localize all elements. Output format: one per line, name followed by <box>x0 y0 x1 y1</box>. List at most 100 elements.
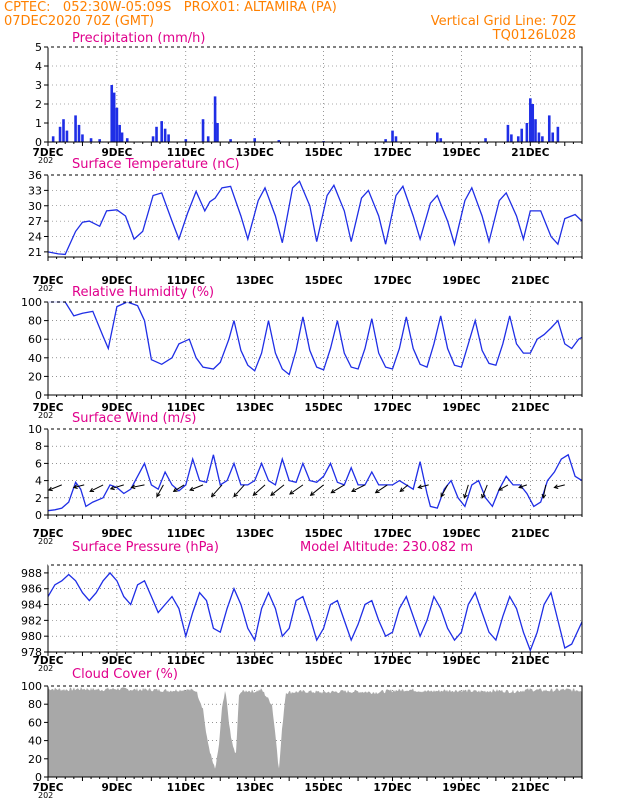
cloud-ytick-label: 80 <box>28 698 42 711</box>
wind-arrow-shaft <box>156 484 164 497</box>
rh-ytick-label: 100 <box>21 296 42 309</box>
cloud-xtick-year: 202 <box>38 791 53 800</box>
press-series-line <box>47 571 583 653</box>
temp-xtick-label: 21DEC <box>511 275 550 287</box>
precip-bar <box>541 136 544 142</box>
press-frame <box>47 564 583 653</box>
rh-series-line <box>48 301 583 376</box>
wind-arrow-shaft <box>270 484 285 496</box>
cloud-xtick-label: 13DEC <box>236 782 275 794</box>
precip-xtick-label: 7DEC <box>33 147 64 159</box>
precip-bar <box>484 138 487 142</box>
wind-ytick-label: 6 <box>35 457 42 470</box>
wind-arrow-head <box>541 493 547 499</box>
rh-ytick-label: 80 <box>28 315 42 328</box>
precip-bar <box>110 85 114 142</box>
rh-xtick-label: 19DEC <box>442 402 481 414</box>
temp-ytick-label: 36 <box>28 169 42 182</box>
precip-bar <box>184 139 188 142</box>
cloud-ytick-label: 20 <box>28 753 42 766</box>
precip-bar <box>556 126 560 142</box>
wind-frame <box>47 428 583 516</box>
header-date-label: 07DEC2020 70Z (GMT) <box>4 14 155 29</box>
wind-series-line <box>47 453 583 512</box>
wind-arrow-head <box>553 484 559 489</box>
wind-arrow-shaft <box>331 484 345 494</box>
wind-arrow-shaft <box>189 484 204 491</box>
temp-ytick-label: 33 <box>28 184 42 197</box>
wind-arrow-shaft <box>399 484 409 492</box>
wind-arrow-head <box>518 484 524 489</box>
wind-xtick-label: 15DEC <box>305 528 344 540</box>
cloud-xtick-label: 19DEC <box>442 782 481 794</box>
wind-arrow-head <box>72 484 78 489</box>
wind-arrow-shaft <box>351 484 366 492</box>
precip-bar <box>112 92 116 142</box>
header-line-1: CPTEC: 052:30W-05:09S PROX01: ALTAMIRA (… <box>4 0 337 15</box>
press-title: Surface Pressure (hPa) <box>72 540 219 555</box>
precip-bar <box>163 128 167 142</box>
wind-xtick-label: 7DEC <box>33 528 64 540</box>
wind-arrow-head <box>233 492 238 498</box>
wind-xtick-label: 17DEC <box>373 528 412 540</box>
temp-xtick-label: 11DEC <box>167 275 206 287</box>
cloud-xtick-label: 7DEC <box>33 782 64 794</box>
precip-xtick-label: 13DEC <box>236 147 275 159</box>
temp-xtick-year: 202 <box>38 284 53 293</box>
precip-ytick-label: 0 <box>35 136 42 149</box>
wind-title: Surface Wind (m/s) <box>72 411 196 426</box>
wind-arrow-shaft <box>233 484 245 497</box>
precip-bar <box>529 98 532 142</box>
temp-ytick-label: 27 <box>28 215 42 228</box>
press-xtick-label: 15DEC <box>305 655 344 667</box>
wind-xtick-year: 202 <box>38 537 53 546</box>
precip-ytick-label: 4 <box>35 60 42 73</box>
header-model-id: TQ0126L028 <box>492 28 576 43</box>
precip-bar <box>534 119 537 142</box>
wind-ytick-label: 10 <box>28 423 42 436</box>
precip-bar <box>51 136 55 142</box>
precip-bar <box>439 138 443 142</box>
precip-bar <box>229 139 232 142</box>
precip-bar <box>525 123 529 142</box>
precip-bar <box>206 136 210 142</box>
rh-xtick-label: 21DEC <box>511 402 550 414</box>
wind-arrow-shaft <box>418 484 429 488</box>
precip-bar <box>74 115 77 142</box>
rh-xtick-label: 7DEC <box>33 402 64 414</box>
press-xtick-label: 21DEC <box>511 655 550 667</box>
precip-bar <box>547 115 551 142</box>
rh-xtick-label: 11DEC <box>167 402 206 414</box>
precip-bar <box>277 140 281 142</box>
press-xtick-year: 202 <box>38 664 53 673</box>
wind-arrow-shaft <box>89 484 104 492</box>
temp-ytick-label: 24 <box>28 231 42 244</box>
press-ytick-label: 988 <box>21 567 42 580</box>
wind-arrow-head <box>172 487 178 492</box>
precip-bar <box>118 124 121 142</box>
cloud-title: Cloud Cover (%) <box>72 667 178 682</box>
cloud-xtick-label: 21DEC <box>511 782 550 794</box>
precip-ytick-label: 3 <box>35 79 42 92</box>
wind-arrow-shaft <box>481 484 488 499</box>
wind-xtick-label: 11DEC <box>167 528 206 540</box>
cloud-ytick-label: 60 <box>28 716 42 729</box>
header-grid-note: Vertical Grid Line: 70Z <box>430 14 576 29</box>
precip-bar <box>253 138 257 142</box>
precip-xtick-label: 17DEC <box>373 147 412 159</box>
precip-bar <box>391 130 394 142</box>
rh-xtick-label: 13DEC <box>236 402 275 414</box>
wind-arrow-shaft <box>498 484 509 491</box>
press-ytick-label: 984 <box>21 599 42 612</box>
precip-bar <box>384 139 387 142</box>
precip-bar <box>58 126 62 142</box>
temp-xtick-label: 15DEC <box>305 275 344 287</box>
wind-arrow-head <box>210 492 216 498</box>
temp-xtick-label: 9DEC <box>101 275 132 287</box>
press-xtick-label: 9DEC <box>101 655 132 667</box>
precip-bar <box>531 104 535 142</box>
temp-xtick-label: 17DEC <box>373 275 412 287</box>
wind-xtick-label: 9DEC <box>101 528 132 540</box>
precip-bar <box>151 136 155 142</box>
